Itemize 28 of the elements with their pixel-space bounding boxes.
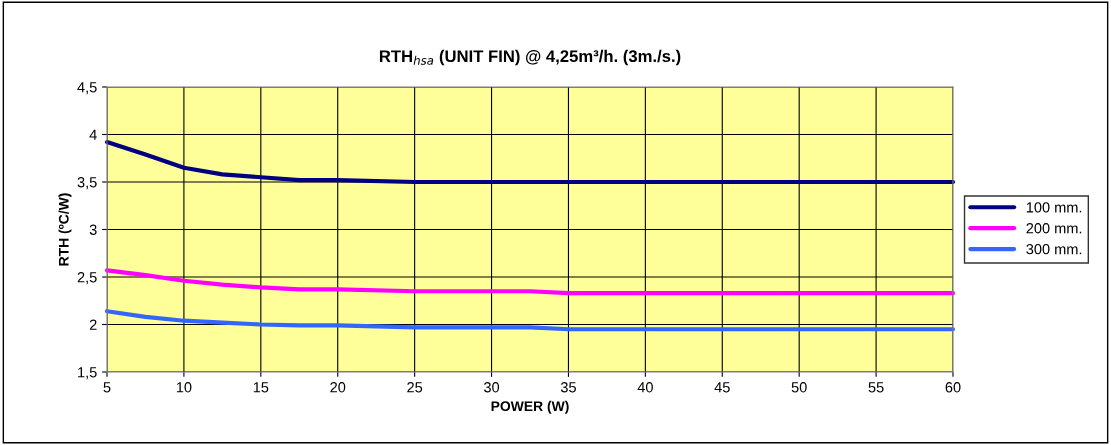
y-tick-label: 4,5 — [77, 82, 97, 95]
x-tick-label: 35 — [560, 382, 576, 393]
x-tick-label: 5 — [103, 382, 111, 393]
y-axis-title: RTH (ºC/W) — [58, 193, 72, 266]
x-tick-label: 20 — [330, 382, 346, 393]
x-tick-label: 40 — [637, 382, 653, 393]
y-tick-label: 3,5 — [77, 177, 97, 190]
x-tick-label: 55 — [868, 382, 884, 393]
legend-label: 300 mm. — [1026, 243, 1082, 255]
line-series — [104, 140, 956, 185]
x-tick-label: 30 — [483, 382, 500, 393]
line-series — [104, 309, 956, 332]
legend-label: 100 mm. — [1026, 202, 1082, 213]
legend-label: 200 mm. — [1026, 223, 1082, 234]
chart-title: RTH$_{hsa}$ (UNIT FIN) @ 4,25m³/h. (3m./s.) — [379, 49, 681, 66]
x-tick-label: 60 — [945, 382, 961, 393]
y-tick-label: 1,5 — [78, 367, 97, 380]
x-tick-label: 50 — [791, 382, 807, 393]
y-tick-label: 2 — [89, 319, 97, 330]
y-tick-label: 3 — [89, 224, 97, 235]
x-tick-label: 10 — [176, 382, 192, 393]
x-tick-label: 45 — [714, 382, 730, 393]
x-tick-label: 15 — [253, 382, 269, 393]
x-tick-label: 25 — [407, 382, 423, 393]
x-axis-title: POWER (W) — [491, 400, 569, 414]
line-series — [104, 268, 956, 296]
y-tick-label: 4 — [89, 129, 97, 140]
y-tick-label: 2,5 — [77, 272, 97, 285]
